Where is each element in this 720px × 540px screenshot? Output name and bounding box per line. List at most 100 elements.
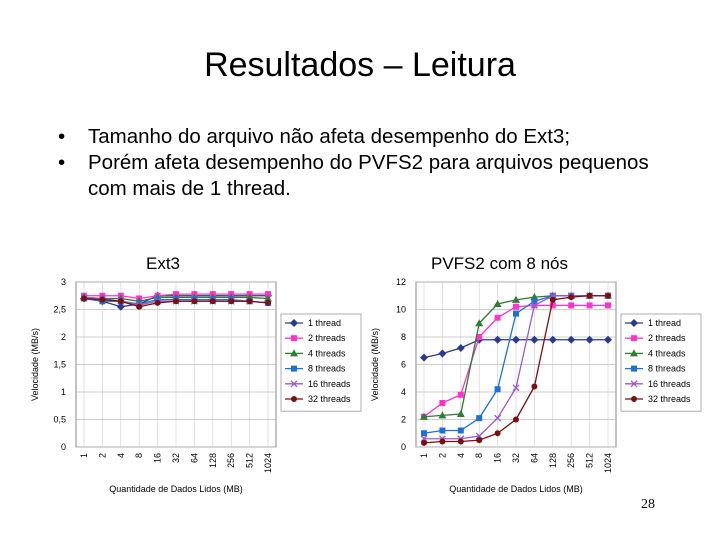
ext3-chart: 0 0,5 1 1,5 2 2,5 3 1 2 4 8 16 32 64 128 256 512 1024 Quan… [30,277,362,494]
data-point [605,292,611,299]
data-point [456,410,465,417]
legend-label: 4 threads [648,348,686,358]
legend-label: 2 threads [648,333,686,343]
data-point [493,335,502,344]
y-tick-label: 1 [61,387,66,397]
x-tick-label: 256 [226,453,236,468]
data-point [585,335,594,344]
data-point [475,319,484,327]
data-point [476,437,483,444]
y-tick-label: 0 [61,442,66,452]
x-tick-label: 16 [493,453,503,463]
x-tick-label: 512 [585,453,595,468]
x-tick-label: 256 [566,453,576,468]
data-point [439,400,446,406]
data-point [99,296,106,303]
data-point [476,415,483,422]
x-tick-label: 16 [153,453,163,463]
data-point [494,414,502,422]
legend-box [620,313,702,412]
legend-entry: 16 threads [285,379,351,389]
data-point [568,302,575,309]
x-tick-label: 128 [548,453,558,468]
y-tick-label: 0 [401,442,406,452]
data-point [549,296,556,303]
legend-marker [630,319,638,327]
data-point [265,299,271,306]
data-point [549,302,556,309]
x-axis-label: Quantidade de Dados Lidos (MB) [449,484,583,494]
x-axis-label: Quantidade de Dados Lidos (MB) [109,484,243,494]
y-tick-label: 6 [401,360,406,370]
legend-entry: 2 threads [285,333,346,343]
x-tick-label: 1024 [263,453,273,473]
y-tick-label: 2 [61,332,66,342]
data-point [117,298,124,305]
x-tick-label: 4 [456,453,466,458]
legend-label: 32 threads [308,394,351,404]
data-point [154,299,161,306]
data-point [586,292,593,299]
data-point [154,296,161,303]
legend-entry: 8 threads [285,364,346,374]
y-tick-label: 4 [401,387,406,397]
bullet-item: • Tamanho do arquivo não afeta desempenh… [58,124,678,150]
x-tick-label: 8 [134,453,144,458]
data-point [548,335,557,344]
legend-label: 8 threads [648,364,686,374]
data-point [438,349,447,358]
y-tick-label: 10 [396,305,406,315]
legend-entry: 1 thread [285,318,341,328]
data-point [173,298,179,305]
data-point [568,294,575,301]
data-point [531,383,538,390]
x-tick-label: 8 [474,453,484,458]
legend-label: 16 threads [648,379,691,389]
data-point [494,386,501,393]
bullet-text: Porém afeta desempenho do PVFS2 para arq… [88,151,649,200]
series-32-threads [421,292,611,446]
data-point [494,430,501,437]
bullet-symbol: • [58,151,66,174]
data-point [457,427,464,434]
bullet-text: Tamanho do arquivo não afeta desempenho … [88,125,571,148]
data-point [476,334,483,340]
data-point [512,384,520,392]
legend-marker [290,380,298,388]
data-point [457,438,464,445]
data-point [513,310,519,317]
x-tick-label: 512 [245,453,255,468]
data-point [513,303,519,310]
legend-marker [291,365,297,372]
x-tick-label: 64 [189,453,199,463]
legend-marker [630,349,638,357]
x-tick-label: 1024 [603,453,613,473]
y-tick-label: 1,5 [53,360,66,370]
data-point [513,416,519,423]
data-point [228,298,235,305]
y-axis-label: Velocidade (MB/s) [30,328,40,401]
legend-marker [631,365,637,372]
data-point [420,412,428,420]
legend-marker [291,335,297,342]
data-point [421,430,427,437]
chart-title-ext3: Ext3 [146,254,181,273]
data-point [456,344,465,352]
legend-marker [290,349,298,357]
data-point [531,298,538,305]
data-point [209,298,216,305]
x-tick-label: 128 [208,453,218,468]
bullet-list: • Tamanho do arquivo não afeta desempenh… [58,124,678,202]
data-point [136,303,143,310]
data-point [421,439,427,446]
series-2-threads [421,302,611,420]
legend-entry: 32 threads [285,394,351,404]
legend-entry: 2 threads [625,333,686,343]
y-tick-label: 3 [61,277,66,287]
legend-label: 1 thread [648,318,681,328]
y-tick-label: 0,5 [53,415,66,425]
data-point [439,438,446,445]
data-point [439,427,446,434]
y-tick-label: 2,5 [53,305,66,315]
